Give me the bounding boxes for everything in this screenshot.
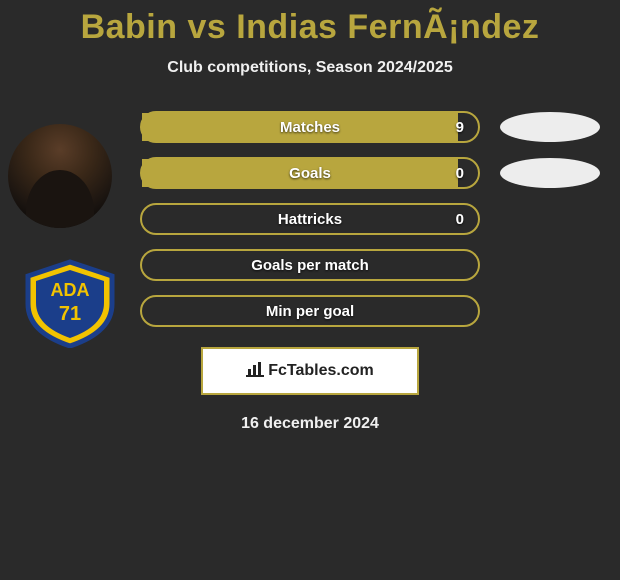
stat-row: Hattricks 0 bbox=[0, 203, 620, 235]
stat-label: Hattricks bbox=[278, 211, 342, 228]
stat-label: Goals bbox=[289, 165, 331, 182]
footer-site-label: FcTables.com bbox=[268, 362, 374, 380]
stat-row: Min per goal bbox=[0, 295, 620, 327]
stat-value-right: 0 bbox=[456, 211, 464, 228]
bar-chart-icon bbox=[246, 361, 264, 382]
footer-attribution: FcTables.com bbox=[201, 347, 419, 395]
stat-pill: Hattricks 0 bbox=[140, 203, 480, 235]
stat-row: Goals per match bbox=[0, 249, 620, 281]
stat-pill: Matches 9 bbox=[140, 111, 480, 143]
stat-label: Goals per match bbox=[251, 257, 369, 274]
date-label: 16 december 2024 bbox=[0, 415, 620, 433]
stat-value-right: 0 bbox=[456, 165, 464, 182]
stat-pill: Min per goal bbox=[140, 295, 480, 327]
stat-value-right: 9 bbox=[456, 119, 464, 136]
right-player-marker bbox=[500, 158, 600, 188]
page-title: Babin vs Indias FernÃ¡ndez bbox=[0, 8, 620, 47]
stat-pill: Goals per match bbox=[140, 249, 480, 281]
stat-row: Goals 0 bbox=[0, 157, 620, 189]
stat-label: Min per goal bbox=[266, 303, 354, 320]
right-player-marker bbox=[500, 112, 600, 142]
subtitle: Club competitions, Season 2024/2025 bbox=[0, 59, 620, 77]
stat-row: Matches 9 bbox=[0, 111, 620, 143]
stat-label: Matches bbox=[280, 119, 340, 136]
stats-rows: Matches 9 Goals 0 Hattricks 0 Goals per match M… bbox=[0, 111, 620, 327]
stat-pill: Goals 0 bbox=[140, 157, 480, 189]
